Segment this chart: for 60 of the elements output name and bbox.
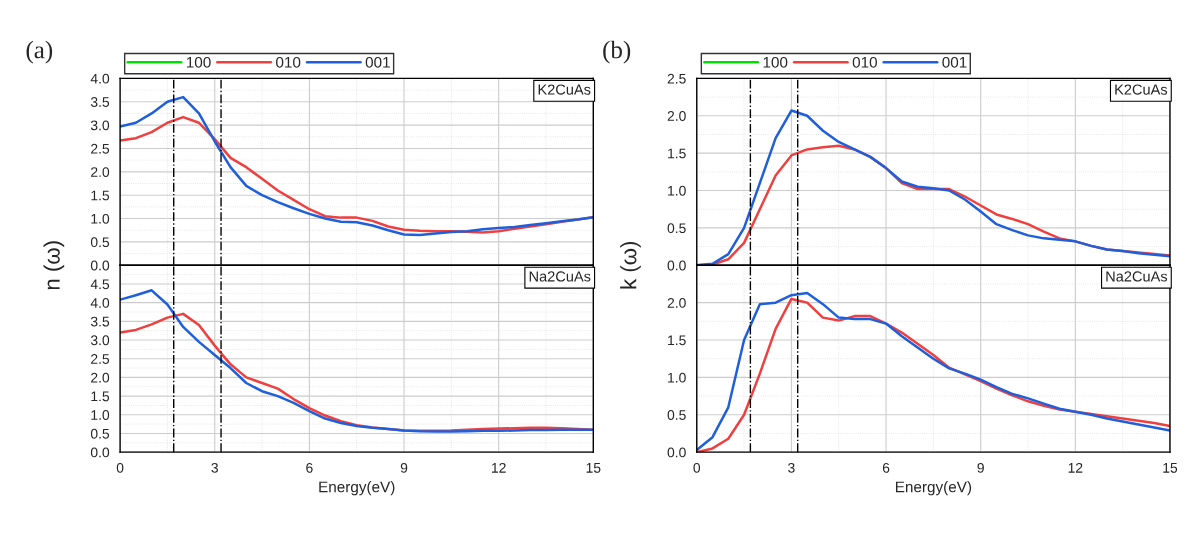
y-tick-label: 3.5 (90, 97, 110, 107)
x-tick-label: 12 (492, 462, 506, 473)
y-tick-label: 1.0 (91, 213, 110, 224)
annotation: Na2CuAs (1106, 271, 1168, 282)
y-tick-label: 0.5 (90, 237, 110, 248)
y-axis-title: k (ω) (620, 241, 641, 289)
y-tick-label: 0.5 (90, 428, 110, 439)
y-tick-label: 1.5 (668, 148, 686, 159)
x-tick-label: 15 (586, 463, 601, 473)
y-tick-label: 2.0 (91, 372, 110, 383)
annotation: K2CuAs (1115, 84, 1168, 95)
y-tick-label: 0.0 (90, 260, 110, 271)
y-tick-label: 0.5 (667, 410, 686, 420)
y-tick-label: 2.5 (91, 354, 110, 364)
y-tick-label: 2.5 (667, 73, 686, 84)
y-tick-label: 2.0 (91, 167, 110, 178)
x-axis-title: Energy(eV) (895, 481, 972, 496)
x-tick-label: 3 (788, 462, 795, 473)
x-axis-title: Energy(eV) (319, 481, 395, 496)
y-tick-label: 1.5 (668, 335, 686, 346)
y-tick-label: 0.0 (667, 260, 686, 271)
y-tick-label: 2.0 (667, 297, 686, 308)
y-tick-label: 3.5 (90, 316, 110, 327)
x-tick-label: 9 (977, 462, 984, 473)
legend-label: 100 (186, 56, 211, 68)
x-tick-label: 9 (400, 462, 408, 473)
x-tick-label: 6 (306, 462, 313, 473)
chart-title: (b) (603, 40, 631, 64)
y-tick-label: 4.0 (90, 73, 110, 84)
y-tick-label: 3.0 (90, 120, 110, 131)
y-tick-label: 1.0 (668, 185, 686, 196)
x-tick-label: 0 (693, 462, 701, 473)
y-axis-title: n (ω) (43, 241, 65, 290)
x-tick-label: 15 (1163, 463, 1178, 473)
annotation: K2CuAs (538, 84, 591, 95)
legend-label: 010 (852, 56, 877, 68)
y-tick-label: 0.5 (667, 223, 686, 234)
annotation: Na2CuAs (529, 271, 591, 282)
legend-label: 001 (365, 56, 390, 68)
y-tick-label: 2.0 (667, 111, 686, 121)
x-tick-label: 3 (211, 462, 218, 473)
y-tick-label: 0.0 (667, 447, 686, 458)
y-tick-label: 1.5 (91, 391, 110, 402)
y-tick-label: 1.0 (91, 410, 110, 420)
y-tick-label: 2.5 (91, 143, 110, 154)
x-tick-label: 12 (1068, 462, 1083, 473)
x-tick-label: 6 (882, 462, 890, 473)
legend-label: 010 (276, 56, 301, 68)
y-tick-label: 1.5 (91, 190, 110, 201)
y-tick-label: 4.5 (90, 279, 110, 290)
line-series (120, 289, 594, 433)
chart-title: (a) (26, 40, 53, 64)
line-series (120, 95, 594, 237)
legend-label: 100 (763, 56, 788, 68)
y-tick-label: 3.0 (90, 335, 110, 346)
y-tick-label: 0.0 (90, 447, 110, 458)
y-tick-label: 4.0 (90, 297, 110, 308)
y-tick-label: 1.0 (668, 372, 686, 383)
legend-label: 001 (942, 56, 967, 68)
x-tick-label: 0 (116, 462, 124, 473)
